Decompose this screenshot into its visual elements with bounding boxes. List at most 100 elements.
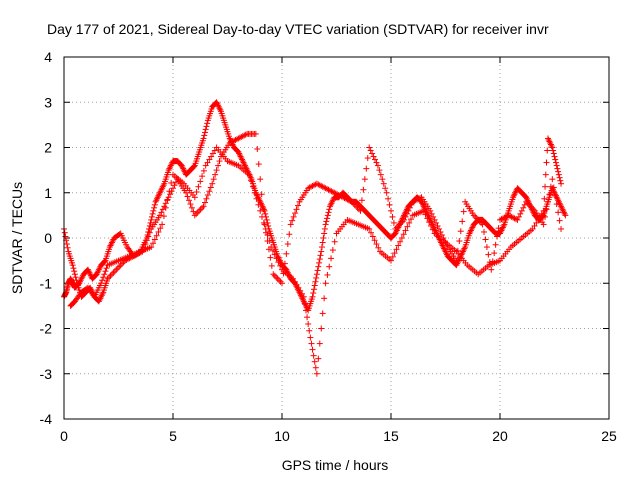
data-point — [331, 238, 338, 245]
data-point — [549, 176, 556, 183]
data-point — [366, 225, 373, 232]
data-point — [403, 210, 410, 217]
data-point — [433, 219, 440, 226]
data-point — [172, 179, 179, 186]
data-point — [542, 183, 549, 190]
data-point — [483, 244, 490, 251]
data-point — [520, 204, 527, 211]
data-point — [364, 155, 371, 162]
data-point — [434, 222, 441, 229]
data-point — [361, 176, 368, 183]
data-point — [317, 252, 324, 259]
data-point — [293, 281, 300, 288]
data-point — [557, 177, 564, 184]
data-point — [73, 277, 80, 284]
data-point — [171, 182, 178, 189]
data-point — [453, 257, 460, 264]
data-point — [555, 209, 562, 216]
data-point — [156, 212, 163, 219]
data-point — [550, 147, 557, 154]
data-point — [549, 144, 556, 151]
data-point — [460, 208, 467, 215]
data-point — [556, 174, 563, 181]
data-point — [146, 229, 153, 236]
data-point — [191, 212, 198, 219]
series-tertiary — [67, 135, 565, 377]
data-point — [382, 185, 389, 192]
data-point — [151, 201, 158, 208]
data-point — [324, 212, 331, 219]
x-tick-label: 5 — [169, 428, 177, 444]
data-point — [323, 218, 330, 225]
data-point — [304, 314, 311, 321]
data-point — [191, 194, 198, 201]
data-point — [329, 247, 336, 254]
data-point — [428, 210, 435, 217]
data-point — [145, 233, 152, 240]
data-point — [318, 325, 325, 332]
data-point — [207, 184, 214, 191]
data-point — [199, 173, 206, 180]
data-point — [388, 207, 394, 214]
data-point — [312, 364, 319, 371]
y-tick-label: 1 — [44, 185, 52, 201]
data-point — [373, 241, 380, 248]
data-point — [72, 274, 79, 281]
data-point — [209, 150, 216, 157]
data-point — [562, 212, 569, 219]
data-point — [495, 225, 502, 232]
data-point — [148, 213, 155, 220]
y-tick-label: 0 — [44, 230, 52, 246]
data-point — [550, 184, 557, 191]
data-point — [114, 265, 121, 272]
x-axis-label: GPS time / hours — [282, 457, 389, 473]
tick-labels: 0 5 10 15 20 25 -4 -3 -2 -1 0 1 2 3 4 — [40, 49, 617, 444]
data-point — [210, 176, 217, 183]
data-point — [420, 207, 427, 214]
data-point — [301, 300, 308, 307]
series-main — [61, 99, 569, 314]
data-point — [71, 271, 78, 278]
y-tick-label: -2 — [40, 321, 53, 337]
data-point — [63, 241, 70, 248]
data-point — [110, 269, 117, 276]
data-point — [290, 213, 297, 220]
data-point — [517, 210, 524, 217]
data-point — [267, 254, 274, 261]
data-point — [158, 209, 165, 216]
x-tick-label: 25 — [601, 428, 617, 444]
data-point — [322, 280, 329, 287]
data-point — [99, 277, 106, 284]
data-point — [538, 210, 545, 217]
data-point — [291, 278, 298, 285]
data-point — [307, 334, 314, 341]
data-point — [319, 310, 326, 317]
data-point — [313, 274, 320, 281]
data-point — [102, 268, 109, 275]
data-point — [61, 229, 68, 236]
y-tick-label: -3 — [40, 366, 53, 382]
data-point — [366, 144, 373, 151]
data-point — [395, 242, 402, 249]
data-point — [315, 263, 322, 270]
data-point — [407, 216, 414, 223]
data-point — [196, 207, 203, 214]
data-point — [273, 255, 280, 262]
data-point — [426, 219, 433, 226]
data-point — [479, 221, 486, 228]
data-point — [159, 206, 166, 213]
data-point — [251, 189, 258, 196]
data-point — [143, 237, 150, 244]
data-point — [325, 209, 332, 216]
data-point — [161, 203, 168, 210]
data-point — [494, 233, 501, 240]
data-point — [385, 195, 392, 202]
data-point — [300, 293, 307, 300]
data-point — [197, 206, 204, 213]
data-point — [319, 239, 326, 246]
data-point — [429, 226, 436, 233]
data-point — [544, 198, 551, 205]
data-point — [391, 250, 398, 257]
data-point — [146, 222, 153, 229]
data-point — [204, 120, 211, 127]
